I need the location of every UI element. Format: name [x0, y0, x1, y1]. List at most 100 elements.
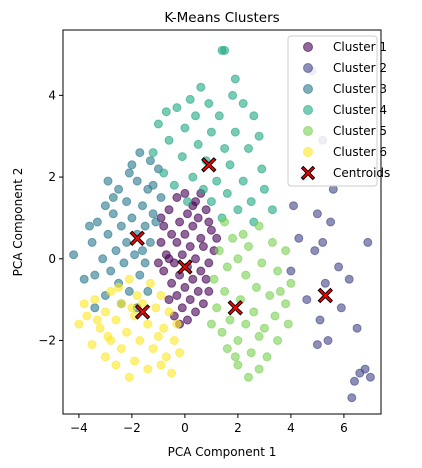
- cluster-4-point: [244, 144, 253, 153]
- cluster-4-point: [214, 111, 224, 121]
- cluster-6-point: [122, 327, 132, 337]
- cluster-6-point: [148, 344, 158, 354]
- cluster-6-point: [127, 303, 137, 313]
- x-tick-label: 0: [181, 421, 189, 435]
- cluster-1-point: [167, 278, 177, 288]
- cluster-5-point: [225, 315, 235, 325]
- legend-marker: [303, 84, 313, 94]
- cluster-3-point: [138, 246, 147, 256]
- cluster-6-point: [132, 291, 142, 300]
- centroid-marker: [201, 157, 217, 173]
- cluster-1-point: [185, 295, 195, 305]
- cluster-4-point: [193, 139, 203, 149]
- cluster-2-point: [318, 237, 328, 247]
- cluster-3-point: [140, 221, 150, 231]
- cluster-1-point: [196, 233, 206, 243]
- cluster-3-point: [87, 237, 97, 247]
- cluster-6-point: [167, 368, 177, 378]
- cluster-2-point: [294, 233, 304, 243]
- cluster-5-point: [254, 331, 264, 341]
- legend-marker: [303, 105, 313, 115]
- cluster-1-point: [206, 225, 216, 235]
- cluster-6-point: [153, 331, 163, 341]
- cluster-3-point: [90, 270, 100, 280]
- cluster-3-point: [132, 176, 142, 186]
- cluster-6-point: [114, 282, 124, 292]
- cluster-3-point: [122, 237, 132, 247]
- cluster-1-point: [164, 205, 174, 215]
- cluster-6-point: [145, 278, 155, 288]
- cluster-5-point: [233, 254, 243, 264]
- cluster-3-point: [148, 180, 158, 190]
- legend-marker: [303, 42, 313, 52]
- cluster-5-point: [214, 246, 224, 256]
- cluster-6-point: [87, 340, 97, 350]
- cluster-6-point: [156, 360, 166, 370]
- cluster-5-point: [230, 352, 240, 362]
- cluster-6-point: [130, 356, 140, 366]
- y-tick-label: 4: [48, 88, 56, 102]
- cluster-4-point: [198, 184, 208, 194]
- cluster-1-point: [172, 193, 182, 202]
- cluster-3-point: [85, 221, 94, 231]
- cluster-2-point: [344, 274, 354, 284]
- cluster-2-point: [315, 315, 325, 325]
- cluster-5-point: [222, 262, 232, 272]
- cluster-4-point: [230, 127, 240, 137]
- cluster-1-point: [177, 250, 187, 260]
- cluster-2-point: [363, 237, 373, 247]
- cluster-1-point: [188, 221, 198, 231]
- cluster-5-point: [281, 246, 291, 256]
- cluster-3-point: [148, 209, 158, 219]
- cluster-1-point: [188, 274, 198, 284]
- cluster-6-point: [100, 307, 110, 317]
- cluster-4-point: [180, 123, 190, 133]
- cluster-2-point: [336, 303, 346, 313]
- cluster-5-point: [233, 360, 243, 370]
- cluster-3-point: [119, 258, 129, 268]
- cluster-1-point: [180, 188, 190, 198]
- cluster-1-point: [204, 217, 214, 227]
- cluster-1-point: [191, 254, 200, 264]
- cluster-4-point: [172, 103, 182, 113]
- cluster-5-point: [267, 237, 277, 247]
- cluster-6-point: [143, 319, 153, 329]
- cluster-2-point: [355, 368, 365, 378]
- cluster-4-point: [153, 119, 163, 129]
- legend-marker: [303, 147, 313, 157]
- cluster-4-point: [148, 148, 158, 158]
- cluster-6-point: [172, 319, 182, 329]
- cluster-4-point: [238, 99, 248, 108]
- cluster-1-point: [204, 286, 214, 296]
- cluster-5-point: [241, 319, 251, 329]
- cluster-4-point: [230, 74, 240, 84]
- cluster-2-point: [289, 201, 298, 211]
- cluster-6-point: [111, 360, 121, 370]
- cluster-1-point: [172, 237, 182, 247]
- cluster-3-point: [111, 246, 121, 256]
- cluster-5-point: [244, 242, 253, 251]
- cluster-5-point: [257, 258, 267, 268]
- cluster-1-point: [201, 274, 211, 284]
- cluster-1-point: [177, 303, 187, 313]
- centroid-points: [129, 157, 334, 320]
- cluster-4-point: [220, 45, 230, 55]
- legend: Cluster 1 Cluster 2 Cluster 3 Cluster 4 Clus…: [287, 35, 390, 187]
- cluster-2-point: [334, 262, 344, 272]
- cluster-4-point: [159, 168, 169, 178]
- x-axis-label: PCA Component 1: [168, 445, 277, 459]
- cluster-5-point: [254, 221, 264, 231]
- y-axis-ticks: −2 0 2 4: [38, 88, 63, 347]
- cluster-1-point: [212, 233, 222, 243]
- cluster-4-point: [254, 131, 264, 141]
- cluster-3-point: [114, 184, 124, 194]
- cluster-3-point: [92, 217, 102, 227]
- cluster-3-point: [143, 286, 153, 296]
- cluster-4-point: [204, 99, 214, 108]
- cluster-1-point: [159, 266, 169, 276]
- cluster-5-point: [265, 291, 275, 300]
- cluster-2-point: [323, 336, 333, 345]
- centroid-marker: [134, 304, 151, 320]
- cluster-1-point: [175, 217, 185, 227]
- cluster-2-point: [302, 295, 312, 305]
